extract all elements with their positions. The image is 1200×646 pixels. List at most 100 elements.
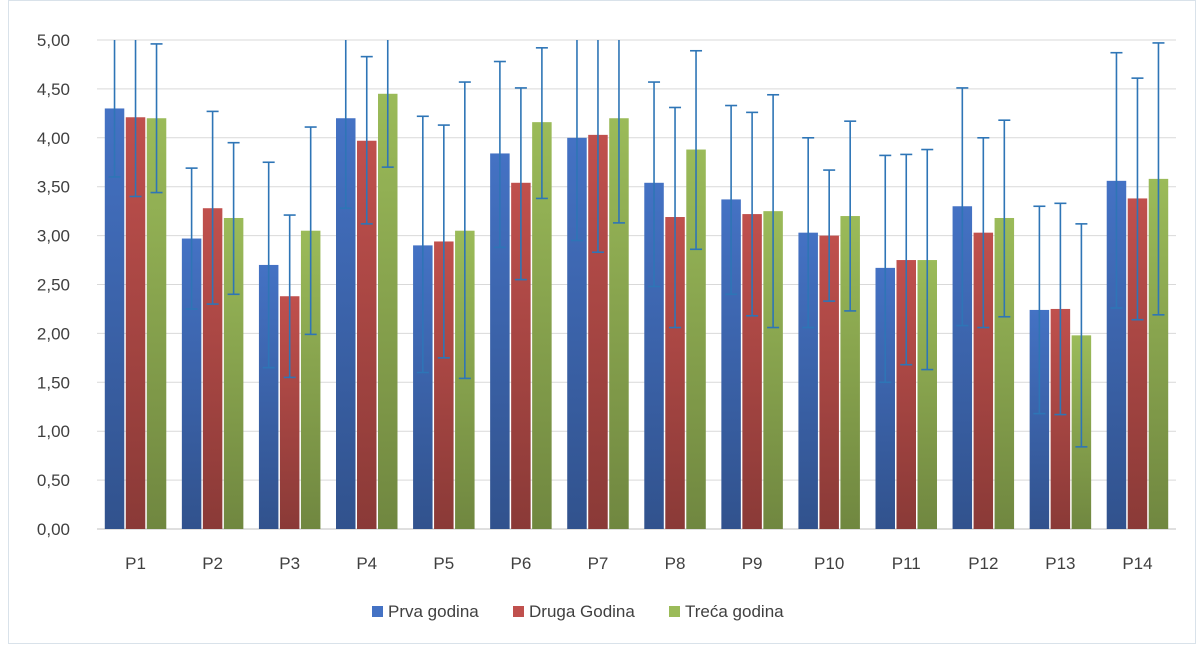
error-bar bbox=[206, 110, 219, 305]
bar bbox=[686, 149, 706, 529]
y-tick-label: 4,50 bbox=[37, 80, 70, 99]
error-bar bbox=[690, 49, 703, 251]
error-bar bbox=[416, 115, 429, 374]
error-bar bbox=[570, 40, 583, 242]
bar bbox=[973, 232, 994, 529]
error-bar bbox=[283, 214, 296, 379]
error-bar bbox=[535, 47, 548, 200]
x-tick-label: P14 bbox=[1122, 554, 1152, 573]
error-bar bbox=[648, 81, 661, 288]
error-bars bbox=[108, 40, 1165, 448]
bar bbox=[125, 117, 146, 530]
bar bbox=[917, 260, 937, 529]
error-bar bbox=[437, 124, 450, 359]
error-bar bbox=[612, 40, 625, 224]
bar bbox=[588, 134, 608, 529]
y-axis-tick-labels: 0,00 0,50 1,00 1,50 2,00 2,50 3,00 3,50 4,00 4,50… bbox=[37, 31, 70, 539]
x-tick-label: P5 bbox=[433, 554, 454, 573]
error-bar bbox=[227, 141, 240, 296]
error-bar bbox=[1033, 205, 1046, 415]
bar bbox=[1148, 178, 1169, 529]
y-tick-label: 1,50 bbox=[37, 373, 70, 392]
y-tick-label: 0,00 bbox=[37, 520, 70, 539]
error-bar bbox=[823, 169, 836, 302]
y-tick-label: 2,50 bbox=[37, 276, 70, 295]
bar bbox=[994, 217, 1015, 529]
error-bar bbox=[591, 40, 604, 254]
x-tick-label: P8 bbox=[665, 554, 686, 573]
bar bbox=[223, 217, 244, 529]
error-bar bbox=[956, 87, 969, 327]
y-tick-label: 3,50 bbox=[37, 178, 70, 197]
bar bbox=[413, 245, 433, 529]
bar bbox=[721, 199, 741, 529]
y-tick-label: 5,00 bbox=[37, 31, 70, 50]
bar bbox=[181, 238, 202, 529]
legend-label: Druga Godina bbox=[529, 602, 635, 621]
bar bbox=[567, 137, 587, 530]
bar bbox=[896, 260, 916, 529]
bar bbox=[875, 267, 895, 529]
error-bar bbox=[767, 93, 780, 329]
bar bbox=[1127, 198, 1148, 529]
error-bar bbox=[921, 148, 934, 371]
x-tick-label: P13 bbox=[1045, 554, 1075, 573]
y-tick-label: 2,00 bbox=[37, 324, 70, 343]
bar bbox=[434, 241, 454, 529]
legend-label: Treća godina bbox=[685, 602, 784, 621]
y-tick-label: 0,50 bbox=[37, 471, 70, 490]
error-bar bbox=[802, 137, 815, 329]
error-bar bbox=[746, 111, 759, 317]
error-bar bbox=[304, 126, 317, 336]
gridlines bbox=[97, 39, 1176, 530]
error-bar bbox=[493, 60, 506, 249]
bar bbox=[202, 208, 223, 529]
x-axis-tick-labels: P1 P2 P3 P4 P5 P6 P7 P8 P9 P10 P11 P12 P13 P14 bbox=[125, 554, 1152, 573]
bar bbox=[511, 182, 531, 529]
x-tick-label: P2 bbox=[202, 554, 223, 573]
error-bar bbox=[977, 137, 990, 329]
x-tick-label: P7 bbox=[588, 554, 609, 573]
bars bbox=[104, 93, 1169, 530]
bar bbox=[665, 217, 685, 529]
x-tick-label: P3 bbox=[279, 554, 300, 573]
x-tick-label: P10 bbox=[814, 554, 844, 573]
error-bar bbox=[900, 153, 913, 366]
error-bar bbox=[879, 154, 892, 384]
legend-item: Druga Godina bbox=[513, 602, 635, 621]
y-tick-label: 4,00 bbox=[37, 129, 70, 148]
legend-swatch bbox=[372, 606, 383, 617]
bar bbox=[1050, 308, 1071, 529]
x-tick-label: P12 bbox=[968, 554, 998, 573]
x-tick-label: P4 bbox=[356, 554, 377, 573]
bar bbox=[1029, 309, 1050, 529]
error-bar bbox=[514, 87, 527, 281]
bar bbox=[300, 230, 321, 529]
error-bar bbox=[360, 55, 373, 225]
legend-item: Treća godina bbox=[669, 602, 784, 621]
chart-frame bbox=[8, 0, 1196, 644]
error-bar bbox=[1075, 223, 1088, 448]
bar bbox=[532, 122, 552, 529]
error-bar bbox=[725, 104, 738, 296]
x-tick-label: P6 bbox=[510, 554, 531, 573]
legend-label: Prva godina bbox=[388, 602, 479, 621]
error-bar bbox=[150, 43, 163, 194]
error-bar bbox=[1131, 77, 1144, 321]
bar bbox=[763, 211, 783, 529]
bar bbox=[455, 230, 475, 529]
error-bar bbox=[998, 119, 1011, 318]
error-bar bbox=[1152, 42, 1165, 316]
x-tick-label: P9 bbox=[742, 554, 763, 573]
bar bbox=[104, 108, 125, 530]
legend-swatch bbox=[513, 606, 524, 617]
y-tick-label: 1,00 bbox=[37, 422, 70, 441]
bar bbox=[357, 140, 377, 529]
legend: Prva godina Druga Godina Treća godina bbox=[372, 602, 784, 621]
error-bar bbox=[669, 106, 682, 329]
error-bar bbox=[844, 120, 857, 312]
bar bbox=[378, 93, 398, 529]
bar bbox=[146, 118, 167, 530]
error-bar bbox=[129, 40, 142, 198]
